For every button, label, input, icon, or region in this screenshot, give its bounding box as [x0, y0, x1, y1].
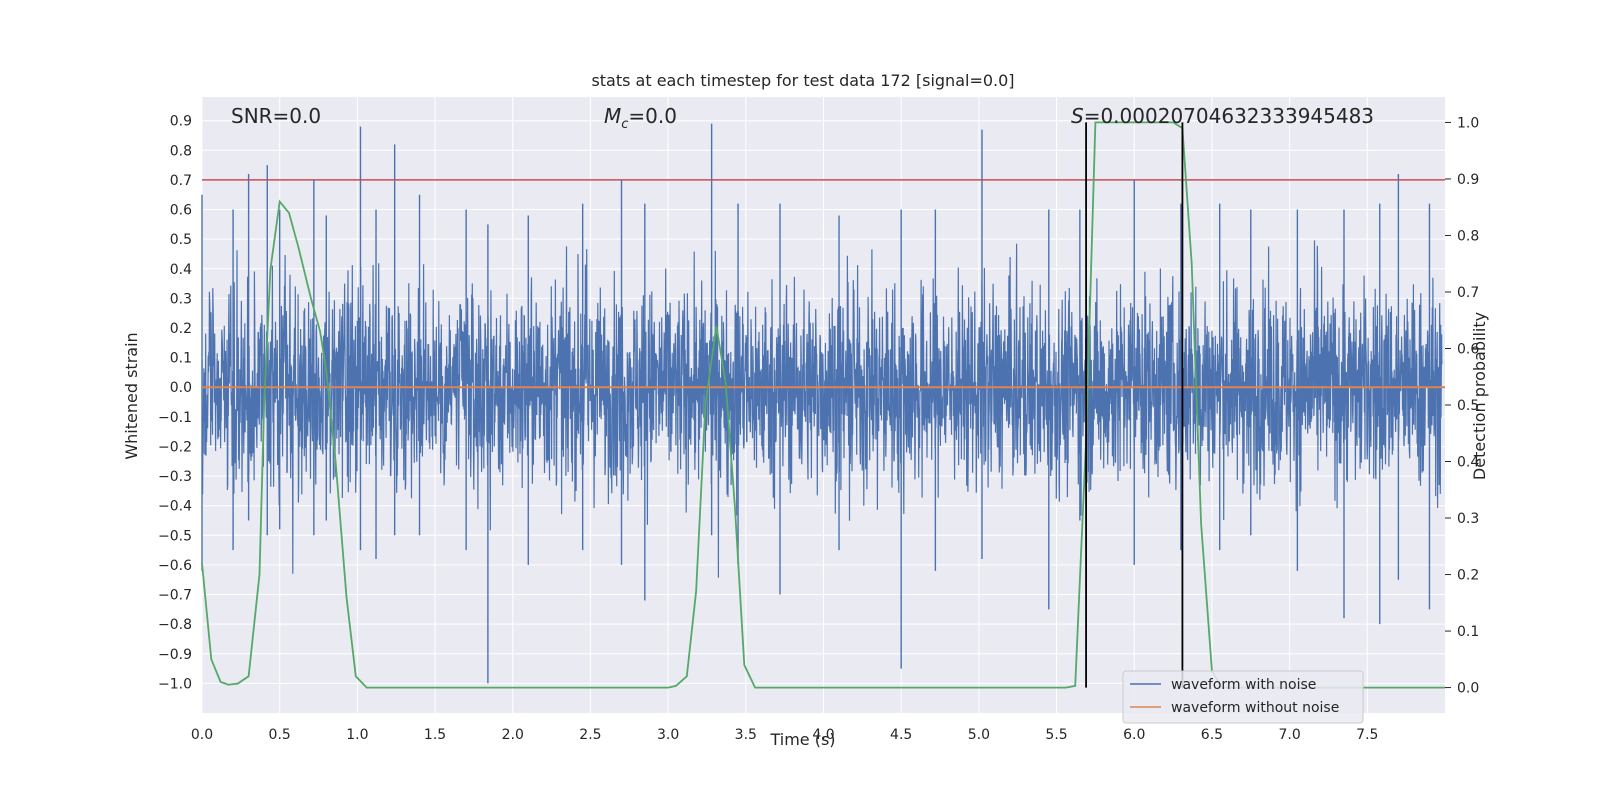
chirp-mass-subscript: c — [621, 117, 628, 132]
s-symbol: S — [1071, 104, 1084, 128]
y2-tick-label: 0.6 — [1457, 341, 1479, 357]
snr-annotation: SNR=0.0 — [231, 104, 321, 128]
x-tick-label: 3.5 — [735, 727, 757, 743]
x-tick-label: 5.0 — [968, 727, 990, 743]
y-tick-label: −0.8 — [158, 617, 192, 633]
plot-area — [201, 97, 1445, 713]
waveform-noise-trace — [201, 240, 1443, 578]
y-tick-label: 0.5 — [170, 232, 192, 248]
y2-tick-label: 0.4 — [1457, 455, 1479, 471]
y-tick-label: −0.7 — [158, 588, 192, 604]
y-tick-label: 0.9 — [170, 114, 192, 130]
y-tick-label: 0.8 — [170, 143, 192, 159]
detection-probability-line — [201, 121, 1445, 689]
x-tick-label: 0.5 — [269, 727, 291, 743]
y2-axis-label: Detection probability — [1470, 312, 1489, 480]
x-tick-label: 7.0 — [1278, 727, 1300, 743]
y-tick-label: 0.0 — [170, 380, 192, 396]
detection-probability-series — [201, 121, 1445, 689]
x-tick-label: 4.0 — [812, 727, 834, 743]
y-tick-label: −0.3 — [158, 469, 192, 485]
y2-tick-label: 1.0 — [1457, 115, 1479, 131]
y-tick-label: −0.4 — [158, 499, 192, 515]
waveform-with-noise-series — [201, 123, 1443, 684]
y2-tick-label: 0.3 — [1457, 511, 1479, 527]
y2-tick-label: 0.0 — [1457, 681, 1479, 697]
legend-label-noise: waveform with noise — [1171, 677, 1316, 693]
y-axis-label: Whitened strain — [122, 332, 141, 459]
y2-tick-label: 0.1 — [1457, 624, 1479, 640]
y2-tick-label: 0.7 — [1457, 285, 1479, 301]
x-tick-label: 6.0 — [1123, 727, 1145, 743]
chirp-mass-annotation: Mc=0.0 — [604, 104, 677, 132]
y2-tick-label: 0.2 — [1457, 568, 1479, 584]
y2-tick-label: 0.5 — [1457, 398, 1479, 414]
x-axis-ticks: 0.0 0.5 1.0 1.5 2.0 2.5 3.0 3.5 4.0 4.5 5.0 5.5 6.0 6… — [191, 727, 1379, 743]
chirp-mass-symbol: M — [604, 104, 621, 128]
s-annotation: S=0.00020704632333945483 — [1071, 104, 1374, 128]
x-tick-label: 1.0 — [346, 727, 368, 743]
y-tick-label: −0.6 — [158, 558, 192, 574]
x-tick-label: 5.5 — [1045, 727, 1067, 743]
y-tick-label: −0.2 — [158, 439, 192, 455]
x-tick-label: 2.0 — [502, 727, 524, 743]
y-tick-label: 0.3 — [170, 291, 192, 307]
legend: waveform with noise waveform without noi… — [1122, 670, 1364, 724]
y-tick-label: −0.1 — [158, 410, 192, 426]
x-tick-label: 6.5 — [1201, 727, 1223, 743]
s-value: =0.00020704632333945483 — [1084, 104, 1374, 128]
x-tick-label: 2.5 — [579, 727, 601, 743]
y-tick-label: 0.6 — [170, 203, 192, 219]
y-axis-ticks: 0.9 0.8 0.7 0.6 0.5 0.4 0.3 0.2 0.1 0.0 −0.1 −0.2 −0… — [158, 114, 192, 693]
y-tick-label: 0.4 — [170, 262, 192, 278]
legend-label-clean: waveform without noise — [1171, 700, 1339, 716]
y-tick-label: 0.7 — [170, 173, 192, 189]
y-tick-label: 0.2 — [170, 321, 192, 337]
y-tick-label: −0.9 — [158, 647, 192, 663]
x-tick-label: 0.0 — [191, 727, 213, 743]
x-tick-label: 3.0 — [657, 727, 679, 743]
chart-title: stats at each timestep for test data 172… — [591, 71, 1014, 90]
vertical-markers — [1085, 122, 1184, 688]
x-tick-label: 1.5 — [424, 727, 446, 743]
x-axis-label: Time (s) — [769, 730, 835, 749]
y2-tick-label: 0.8 — [1457, 228, 1479, 244]
y-tick-label: −0.5 — [158, 528, 192, 544]
y2-tick-label: 0.9 — [1457, 172, 1479, 188]
y-tick-label: −1.0 — [158, 676, 192, 692]
x-tick-label: 7.5 — [1356, 727, 1378, 743]
chirp-mass-value: =0.0 — [628, 104, 677, 128]
y2-axis-ticks: 1.0 0.9 0.8 0.7 0.6 0.5 0.4 0.3 0.2 0.1 0.0 — [1445, 115, 1479, 697]
y-tick-label: 0.1 — [170, 351, 192, 367]
x-tick-label: 4.5 — [890, 727, 912, 743]
legend-box — [1122, 670, 1364, 724]
